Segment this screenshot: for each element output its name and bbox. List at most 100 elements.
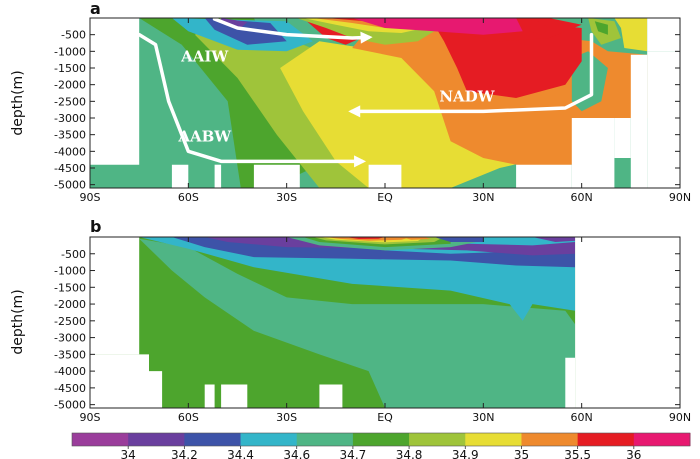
y-tick-label: -1000 bbox=[54, 45, 86, 58]
y-tick-label: -3000 bbox=[54, 332, 86, 345]
annotation-nadw: NADW bbox=[439, 87, 495, 105]
y-tick-label: -3500 bbox=[54, 348, 86, 361]
panel-a: AAIW NADW AABW 90S 60S 30S EQ 30N 60N 90N -500 -10… bbox=[10, 17, 691, 204]
salinity-region-9 bbox=[221, 18, 248, 28]
land-mask-1 bbox=[171, 164, 189, 188]
land-mask-2 bbox=[149, 371, 163, 408]
panel-b-label: b bbox=[90, 217, 101, 236]
y-tick-label: -4500 bbox=[54, 382, 86, 395]
colorbar-swatch bbox=[296, 433, 354, 446]
colorbar-swatch bbox=[352, 433, 410, 446]
nadw-arrow bbox=[350, 32, 594, 114]
y-tick-label: -3500 bbox=[54, 129, 86, 142]
panel-b-ticks: 90S 60S 30S EQ 30N 60N 90N -500 -1000 -1500 -2000 -… bbox=[54, 237, 691, 424]
panel-b: 90S 60S 30S EQ 30N 60N 90N -500 -1000 -1500 -2000 -… bbox=[10, 236, 691, 424]
x-tick-label: 60S bbox=[178, 411, 199, 424]
salinity-region-12 bbox=[532, 237, 582, 242]
y-tick-label: -4500 bbox=[54, 162, 86, 175]
colorbar-label: 34.9 bbox=[452, 448, 479, 459]
salinity-region-8 bbox=[326, 237, 412, 241]
panel-a-label: a bbox=[90, 0, 101, 18]
aabw-arrow-head bbox=[354, 155, 367, 168]
colorbar-swatch bbox=[72, 433, 129, 446]
panel-a-ylabel: depth(m) bbox=[10, 70, 26, 135]
salinity-region-5 bbox=[434, 21, 582, 98]
colorbar-swatch bbox=[184, 433, 242, 446]
land-mask-4 bbox=[221, 384, 248, 408]
y-tick-label: -5000 bbox=[54, 179, 86, 192]
colorbar-label: 35.5 bbox=[564, 448, 591, 459]
land-mask-6 bbox=[575, 237, 680, 408]
colorbar-frame bbox=[71, 432, 691, 447]
y-tick-label: -2500 bbox=[54, 315, 86, 328]
land-mask-0 bbox=[90, 18, 140, 165]
land-mask-7 bbox=[565, 357, 576, 408]
y-tick-label: -2000 bbox=[54, 79, 86, 92]
y-tick-label: -1000 bbox=[54, 265, 86, 278]
colorbar-swatch bbox=[240, 433, 298, 446]
salinity-region-19 bbox=[594, 21, 608, 35]
land-mask-11 bbox=[647, 18, 680, 52]
x-tick-label: 30S bbox=[276, 191, 297, 204]
y-tick-label: -5000 bbox=[54, 399, 86, 412]
colorbar-swatch bbox=[409, 433, 466, 446]
y-tick-label: -2500 bbox=[54, 95, 86, 108]
colorbar-label: 36 bbox=[626, 448, 641, 459]
land-mask-5 bbox=[516, 164, 572, 188]
colorbar-swatch bbox=[465, 433, 522, 446]
y-tick-label: -1500 bbox=[54, 62, 86, 75]
y-tick-label: -2000 bbox=[54, 298, 86, 311]
salinity-region-0 bbox=[139, 238, 576, 408]
x-tick-label: EQ bbox=[377, 191, 393, 204]
colorbar-swatch bbox=[633, 433, 691, 446]
land-mask-9 bbox=[647, 51, 680, 188]
salinity-region-0 bbox=[139, 18, 320, 188]
land-mask-5 bbox=[319, 384, 343, 408]
y-tick-label: -500 bbox=[61, 248, 86, 261]
colorbar-label: 35 bbox=[514, 448, 529, 459]
colorbar: 34 34.2 34.4 34.6 34.7 34.8 34.9 35 35.5 36 bbox=[71, 432, 691, 459]
aaiw-arrow-head bbox=[360, 31, 373, 44]
x-tick-label: 60N bbox=[571, 411, 593, 424]
aabw-arrow bbox=[137, 32, 364, 164]
colorbar-swatch bbox=[128, 433, 185, 446]
x-tick-label: 90N bbox=[669, 191, 691, 204]
colorbar-swatch bbox=[577, 433, 635, 446]
colorbar-label: 34 bbox=[121, 448, 136, 459]
land-mask-4 bbox=[368, 164, 402, 188]
x-tick-label: 90S bbox=[80, 191, 101, 204]
y-tick-label: -3000 bbox=[54, 112, 86, 125]
x-tick-label: EQ bbox=[377, 411, 393, 424]
salinity-region-16 bbox=[529, 18, 549, 35]
panel-a-plot-area: AAIW NADW AABW bbox=[90, 18, 680, 188]
y-tick-label: -500 bbox=[61, 29, 86, 42]
land-mask-3 bbox=[253, 164, 300, 188]
nadw-arrow-head bbox=[348, 105, 361, 118]
x-tick-label: 90S bbox=[80, 411, 101, 424]
panel-b-ylabel: depth(m) bbox=[10, 289, 26, 354]
land-mask-7 bbox=[614, 118, 631, 158]
aaiw-arrow bbox=[212, 18, 371, 40]
colorbar-label: 34.7 bbox=[340, 448, 367, 459]
land-mask-10 bbox=[630, 158, 648, 188]
y-tick-label: -4000 bbox=[54, 365, 86, 378]
salinity-region-10 bbox=[401, 237, 431, 240]
y-tick-label: -4000 bbox=[54, 145, 86, 158]
x-tick-label: 60N bbox=[571, 191, 593, 204]
x-tick-label: 90N bbox=[669, 411, 691, 424]
colorbar-label: 34.2 bbox=[171, 448, 198, 459]
annotation-aabw: AABW bbox=[177, 127, 232, 145]
colorbar-swatch bbox=[521, 433, 579, 446]
land-mask-0 bbox=[90, 237, 140, 355]
land-mask-2 bbox=[214, 164, 222, 188]
y-tick-label: -1500 bbox=[54, 281, 86, 294]
land-mask-1 bbox=[90, 354, 149, 408]
salinity-region-18 bbox=[614, 18, 648, 52]
colorbar-label: 34.4 bbox=[227, 448, 254, 459]
land-mask-8 bbox=[630, 54, 648, 159]
colorbar-label: 34.6 bbox=[283, 448, 310, 459]
salinity-region-11 bbox=[434, 237, 484, 242]
x-tick-label: 60S bbox=[178, 191, 199, 204]
annotation-aaiw: AAIW bbox=[180, 47, 229, 65]
